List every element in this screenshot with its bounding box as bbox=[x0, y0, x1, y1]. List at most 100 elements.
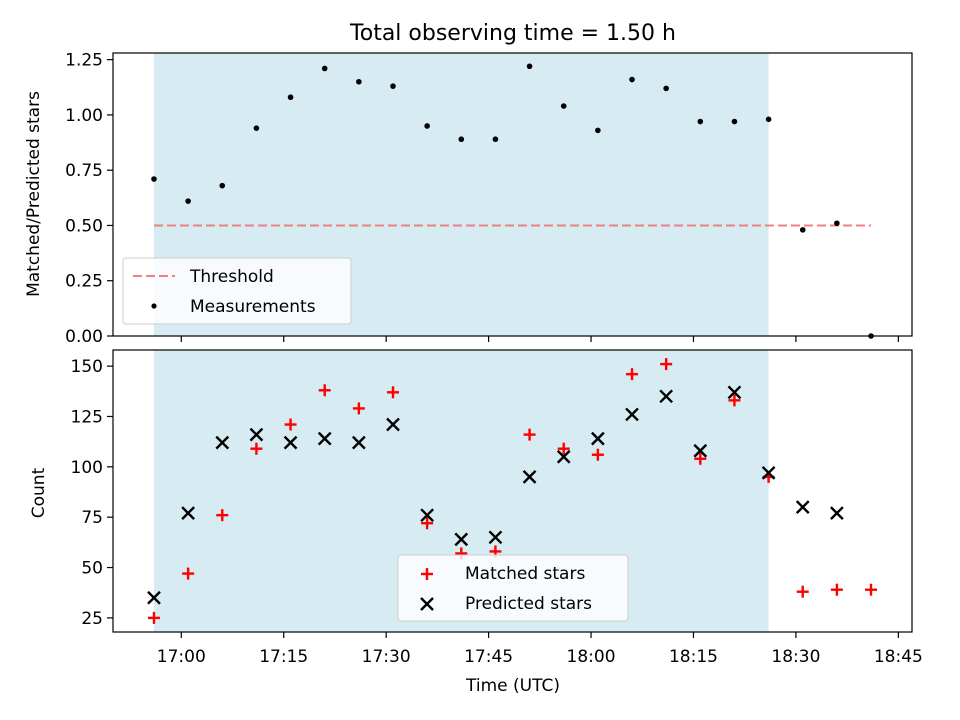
matched-star-point bbox=[352, 402, 365, 415]
matched-star-point bbox=[796, 585, 809, 598]
predicted-star-point bbox=[351, 435, 366, 450]
predicted-star-point bbox=[556, 449, 571, 464]
x-tick-label: 17:00 bbox=[157, 647, 206, 667]
predicted-star-point bbox=[830, 506, 844, 521]
top-y-axis-label: Matched/Predicted stars bbox=[24, 91, 44, 297]
measurement-points bbox=[151, 63, 874, 339]
predicted-star-point bbox=[761, 466, 776, 480]
predicted-star-point bbox=[249, 427, 264, 442]
x-tick-label: 18:00 bbox=[567, 647, 616, 667]
predicted-star-point bbox=[659, 389, 674, 404]
measurement-point bbox=[321, 65, 328, 72]
predicted-star-point bbox=[181, 506, 195, 521]
predicted-star-point bbox=[522, 470, 537, 484]
measurement-point bbox=[356, 78, 362, 85]
matched-star-point bbox=[557, 442, 570, 455]
matched-star-point bbox=[182, 567, 195, 580]
matched-star-point bbox=[386, 386, 399, 399]
y-tick-label: 1.00 bbox=[65, 106, 103, 126]
matched-star-point bbox=[216, 509, 229, 522]
x-tick-label: 17:30 bbox=[362, 647, 411, 667]
predicted-star-point bbox=[386, 417, 400, 432]
top-legend: Threshold Measurements bbox=[122, 257, 352, 325]
y-tick-label: 150 bbox=[71, 357, 103, 377]
matched-star-point bbox=[421, 517, 434, 530]
matched-star-point bbox=[626, 368, 639, 381]
y-tick-label: 0.50 bbox=[65, 216, 103, 236]
top-panel: 0.00 0.25 0.50 0.75 1.00 1.25 Matched/Predict… bbox=[24, 51, 913, 347]
measurement-point bbox=[731, 118, 738, 125]
measurement-point bbox=[219, 182, 226, 189]
legend-measurements-label: Measurements bbox=[190, 297, 316, 317]
predicted-star-point bbox=[215, 435, 230, 450]
measurement-point bbox=[185, 198, 191, 204]
measurement-point bbox=[151, 176, 157, 182]
predicted-star-point bbox=[625, 407, 639, 422]
matched-star-point bbox=[728, 394, 741, 407]
measurement-point bbox=[458, 136, 465, 143]
legend-matched-label: Matched stars bbox=[465, 564, 585, 584]
measurement-point bbox=[526, 63, 533, 70]
x-tick-label: 18:15 bbox=[669, 647, 718, 667]
legend-matched-swatch bbox=[421, 568, 433, 580]
measurement-point bbox=[799, 227, 806, 233]
matched-star-point bbox=[830, 583, 843, 596]
bottom-axes-frame bbox=[112, 349, 913, 633]
predicted-star-point bbox=[454, 532, 469, 547]
measurement-point bbox=[765, 116, 772, 123]
bottom-x-ticks: 17:00 17:15 17:30 17:45 18:00 18:15 18:30 18:45 bbox=[157, 632, 923, 667]
measurement-point bbox=[287, 94, 294, 101]
top-x-tick-marks bbox=[180, 336, 899, 342]
measurement-point bbox=[492, 136, 499, 143]
predicted-star-point bbox=[317, 431, 332, 446]
x-axis-label: Time (UTC) bbox=[465, 676, 560, 696]
y-tick-label: 25 bbox=[81, 609, 103, 629]
predicted-star-point bbox=[727, 385, 742, 400]
matched-star-point bbox=[318, 384, 331, 397]
legend-measurements-swatch bbox=[151, 303, 157, 309]
y-tick-label: 100 bbox=[71, 458, 103, 478]
predicted-star-point bbox=[591, 431, 605, 446]
measurement-point bbox=[834, 220, 840, 227]
legend-predicted-swatch bbox=[420, 597, 434, 611]
measurement-point bbox=[629, 76, 635, 83]
predicted-star-point bbox=[147, 590, 161, 605]
matched-star-point bbox=[660, 358, 673, 371]
x-tick-label: 18:45 bbox=[874, 647, 923, 667]
measurement-point bbox=[595, 127, 601, 134]
y-tick-label: 0.75 bbox=[65, 161, 103, 181]
legend-predicted-label: Predicted stars bbox=[465, 594, 592, 614]
bottom-panel: 25 50 75 100 125 150 17:00 17:15 17:30 17:45 18:0… bbox=[29, 349, 923, 696]
y-tick-label: 125 bbox=[71, 407, 103, 427]
measurement-point bbox=[390, 83, 396, 89]
top-y-ticks: 0.00 0.25 0.50 0.75 1.00 1.25 bbox=[65, 51, 113, 347]
chart-title: Total observing time = 1.50 h bbox=[349, 21, 676, 46]
measurement-point bbox=[560, 103, 567, 109]
x-tick-label: 17:15 bbox=[259, 647, 308, 667]
measurement-point bbox=[424, 123, 430, 129]
predicted-star-point bbox=[488, 530, 503, 545]
measurement-point bbox=[253, 125, 260, 131]
x-tick-label: 18:30 bbox=[771, 647, 820, 667]
y-tick-label: 50 bbox=[81, 559, 103, 579]
measurement-point bbox=[697, 118, 704, 125]
bottom-y-axis-label: Count bbox=[29, 467, 49, 518]
predicted-star-point bbox=[693, 443, 708, 458]
y-tick-label: 0.00 bbox=[65, 327, 103, 347]
top-axes-frame bbox=[112, 52, 913, 337]
matched-star-point bbox=[250, 442, 263, 455]
matched-star-point bbox=[523, 428, 536, 441]
matched-star-point bbox=[865, 583, 878, 596]
x-tick-label: 17:45 bbox=[464, 647, 513, 667]
predicted-star-point bbox=[795, 500, 810, 514]
legend-threshold-label: Threshold bbox=[189, 267, 274, 287]
bottom-y-ticks: 25 50 75 100 125 150 bbox=[71, 357, 113, 629]
matched-star-point bbox=[591, 448, 604, 461]
matched-star-point bbox=[694, 452, 707, 465]
bottom-legend: Matched stars Predicted stars bbox=[397, 554, 629, 622]
predicted-star-point bbox=[420, 508, 434, 523]
y-tick-label: 1.25 bbox=[65, 51, 103, 71]
y-tick-label: 0.25 bbox=[65, 272, 103, 292]
count-points bbox=[147, 358, 878, 624]
